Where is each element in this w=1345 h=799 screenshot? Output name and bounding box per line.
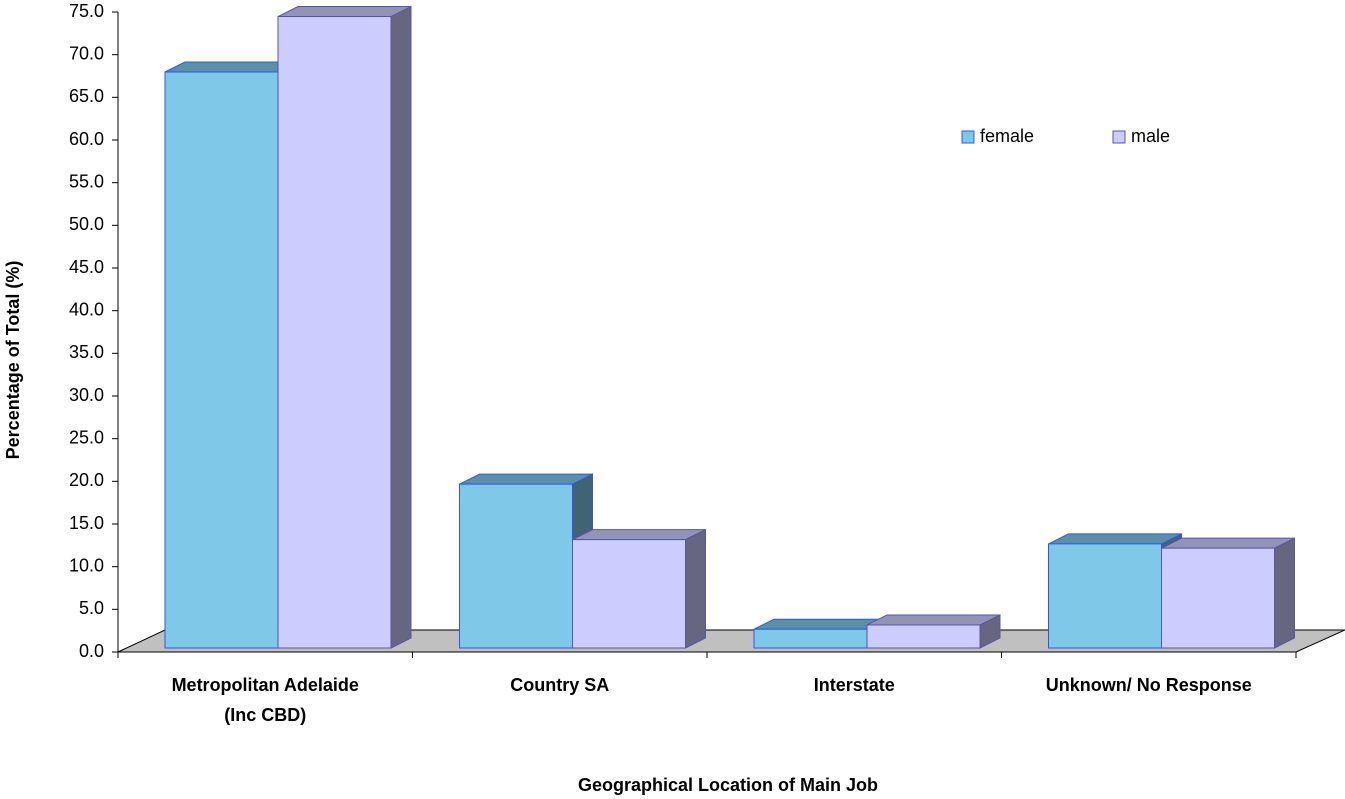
bar-side bbox=[390, 5, 412, 649]
bar-front bbox=[1161, 547, 1275, 649]
y-axis-title: Percentage of Total (%) bbox=[3, 261, 23, 460]
bar bbox=[459, 473, 593, 649]
legend-label: male bbox=[1131, 126, 1170, 146]
y-tick-label: 5.0 bbox=[79, 598, 104, 618]
y-tick-label: 10.0 bbox=[69, 555, 104, 575]
y-tick-label: 0.0 bbox=[79, 641, 104, 661]
x-tick-label: Metropolitan Adelaide (Inc CBD) bbox=[171, 675, 359, 725]
bar-top bbox=[1161, 537, 1295, 549]
x-tick-label: Country SA bbox=[510, 675, 610, 695]
bar-front bbox=[866, 624, 981, 649]
bar-front bbox=[753, 628, 868, 649]
y-tick-label: 50.0 bbox=[69, 214, 104, 234]
y-tick-label: 20.0 bbox=[69, 470, 104, 490]
bar bbox=[866, 614, 1001, 649]
bar-top bbox=[572, 529, 706, 541]
y-tick-label: 45.0 bbox=[69, 257, 104, 277]
bar-front bbox=[164, 71, 279, 649]
floor bbox=[117, 629, 1345, 653]
y-tick-label: 75.0 bbox=[69, 1, 104, 21]
legend-label: female bbox=[980, 126, 1034, 146]
y-tick-label: 30.0 bbox=[69, 385, 104, 405]
bar-side bbox=[685, 528, 706, 649]
y-tick-label: 40.0 bbox=[69, 299, 104, 319]
bar-top bbox=[866, 614, 1001, 626]
bar-top bbox=[1048, 533, 1182, 545]
x-tick-label: Unknown/ No Response bbox=[1045, 675, 1252, 695]
bar bbox=[572, 528, 706, 649]
legend-swatch bbox=[1112, 130, 1126, 144]
bar-side bbox=[1274, 537, 1295, 649]
bar-front bbox=[277, 16, 392, 649]
y-tick-label: 70.0 bbox=[69, 43, 104, 63]
bar-front bbox=[459, 483, 573, 649]
bar bbox=[277, 5, 412, 649]
y-tick-label: 65.0 bbox=[69, 86, 104, 106]
y-tick-label: 25.0 bbox=[69, 427, 104, 447]
y-tick-label: 60.0 bbox=[69, 129, 104, 149]
x-axis-title: Geographical Location of Main Job bbox=[578, 775, 878, 795]
bar-front bbox=[1048, 543, 1162, 649]
x-tick-label: Interstate bbox=[813, 675, 895, 695]
legend-swatch bbox=[961, 130, 975, 144]
y-tick-label: 15.0 bbox=[69, 513, 104, 533]
bar-front bbox=[572, 539, 686, 649]
y-tick-label: 55.0 bbox=[69, 171, 104, 191]
bar-top bbox=[277, 6, 412, 18]
y-tick-label: 35.0 bbox=[69, 342, 104, 362]
bar-top bbox=[459, 473, 593, 485]
bar bbox=[1161, 537, 1295, 649]
